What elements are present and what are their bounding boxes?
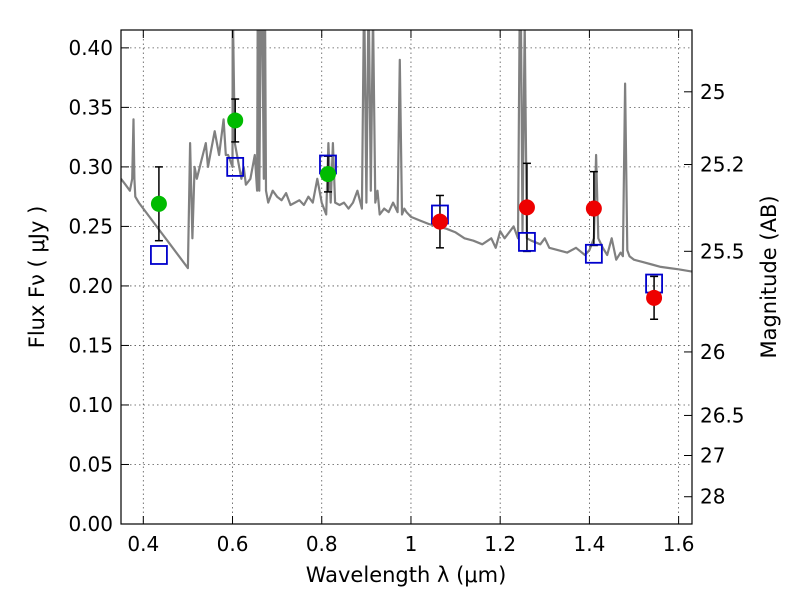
axis-ticks: 0.4 0.6 0.8 1 1.2 1.4 1.6 0.00 0.05 0.10 0.15 0.20 0… (68, 30, 745, 556)
mag-tick-label: 28 (700, 485, 725, 509)
y-axis-label: Flux Fν ( μJy ) (25, 206, 49, 349)
model-spectrum-line (121, 30, 692, 273)
y-tick-label: 0.35 (68, 95, 113, 119)
y-tick-label: 0.40 (68, 36, 113, 60)
model-spectrum-layer (121, 30, 692, 273)
observed-point (518, 199, 535, 216)
x-tick-label: 1.4 (573, 532, 605, 556)
observed-point (585, 200, 602, 217)
mag-tick-label: 25.2 (700, 153, 745, 177)
observed-point (227, 112, 244, 129)
x-tick-label: 1.6 (663, 532, 695, 556)
model-square-point (518, 231, 536, 252)
plot-frame (120, 29, 693, 525)
mag-tick-label: 25 (700, 80, 725, 104)
model-square-point (150, 245, 168, 265)
y-tick-label: 0.10 (68, 393, 113, 417)
x-tick-label: 1.2 (484, 532, 516, 556)
data-markers (150, 112, 663, 306)
mag-tick-label: 27 (700, 444, 725, 468)
x-tick-label: 1 (405, 532, 418, 556)
x-tick-label: 0.4 (127, 532, 159, 556)
y-tick-label: 0.30 (68, 155, 113, 179)
x-tick-label: 0.6 (217, 532, 249, 556)
model-square-point (226, 156, 245, 177)
observed-point (431, 213, 448, 230)
x-tick-label: 0.8 (306, 532, 338, 556)
mag-tick-label: 25.5 (700, 239, 745, 263)
y-tick-label: 0.05 (68, 452, 113, 476)
x-axis-label: Wavelength λ (μm) (306, 563, 507, 587)
observed-point (646, 289, 663, 306)
y-tick-label: 0.15 (68, 333, 113, 357)
observed-point (150, 195, 167, 212)
y-tick-label: 0.20 (68, 274, 113, 298)
mag-tick-label: 26 (700, 340, 725, 364)
y-tick-label: 0.00 (68, 512, 113, 536)
y-tick-label: 0.25 (68, 214, 113, 238)
grid (121, 30, 692, 525)
observed-point (319, 166, 336, 183)
model-square-point (584, 243, 603, 264)
y2-axis-label: Magnitude (AB) (757, 195, 781, 358)
mag-tick-label: 26.5 (700, 403, 745, 427)
